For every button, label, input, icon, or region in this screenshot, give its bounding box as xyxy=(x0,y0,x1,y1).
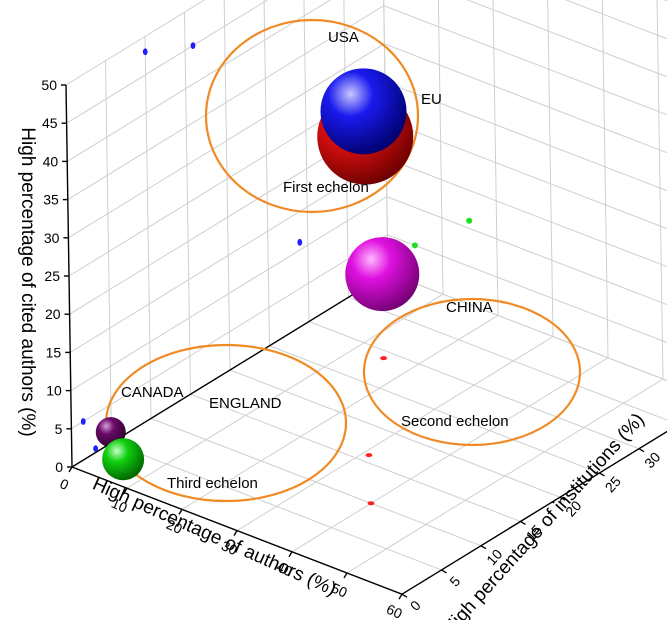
floor-projection-china xyxy=(380,356,387,361)
x-tick-label: 0 xyxy=(58,475,72,493)
back-wall-gridline xyxy=(386,196,667,306)
first-echelon-ring xyxy=(204,18,420,214)
left-wall-gridline xyxy=(67,5,385,201)
x-tick-label: 50 xyxy=(329,580,350,601)
x-tick-mark xyxy=(68,466,73,473)
floor-gridline xyxy=(348,296,667,421)
floor-gridline xyxy=(111,442,442,571)
back-wall-gridline xyxy=(466,0,667,78)
left-wall-gridline xyxy=(65,0,206,86)
y-tick-mark xyxy=(401,593,408,598)
x-tick-label: 60 xyxy=(384,601,405,620)
floor-gridline xyxy=(190,393,521,522)
y-tick-mark xyxy=(480,545,487,550)
back-wall-projection-canada xyxy=(411,242,418,249)
back-wall-gridline xyxy=(384,81,667,192)
left-wall-projection-canada xyxy=(80,418,86,425)
x-tick-mark xyxy=(398,593,403,600)
x-tick-mark xyxy=(343,572,348,579)
back-wall-gridline xyxy=(385,119,667,230)
y-tick-mark xyxy=(599,472,605,477)
z-tick-label: 0 xyxy=(55,459,63,475)
bubble-eu xyxy=(320,68,407,155)
z-axis-title: High percentage of cited authors (%) xyxy=(17,127,38,436)
left-wall-projection-usa xyxy=(142,48,148,56)
x-tick-mark xyxy=(288,551,293,558)
bubble-england xyxy=(102,438,145,481)
back-wall-gridline xyxy=(656,0,664,380)
y-tick-label: 30 xyxy=(641,449,663,471)
z-tick-label: 15 xyxy=(46,344,62,360)
floor-gridline xyxy=(150,418,482,547)
y-tick-mark xyxy=(520,520,526,526)
label-first-echelon: First echelon xyxy=(283,179,369,196)
floor-projection-usa xyxy=(367,501,375,506)
left-wall-gridline xyxy=(69,157,387,353)
back-wall-gridline xyxy=(564,0,667,40)
label-canada: CANADA xyxy=(121,384,184,401)
z-tick-label: 20 xyxy=(45,306,61,322)
second-echelon-ring xyxy=(362,297,582,447)
y-tick-mark xyxy=(638,448,645,453)
left-wall-gridline xyxy=(68,43,385,239)
label-england: ENGLAND xyxy=(209,395,282,412)
label-eu: EU xyxy=(421,91,442,108)
left-wall-projection-england xyxy=(93,445,99,453)
tick-labels: 0102030405060051015202530354005101520253… xyxy=(41,77,663,620)
label-usa: USA xyxy=(328,29,359,46)
left-wall-gridline xyxy=(303,0,310,322)
back-wall-gridline xyxy=(383,5,667,116)
bubbles xyxy=(95,68,420,481)
back-wall-gridline xyxy=(437,0,444,295)
left-wall-projection-eu xyxy=(190,42,196,49)
floor-gridline xyxy=(269,345,600,474)
y-tick-mark xyxy=(441,569,447,574)
x-tick-mark xyxy=(178,509,183,515)
z-tick-label: 10 xyxy=(46,383,62,399)
floor-gridline xyxy=(308,321,640,450)
floor-gridline xyxy=(387,272,667,382)
x-tick-mark xyxy=(233,530,238,536)
left-wall-gridline xyxy=(70,196,388,392)
z-tick-label: 30 xyxy=(44,230,60,246)
y-tick-mark xyxy=(559,496,566,501)
x-tick-label: 30 xyxy=(219,537,240,558)
x-tick-label: 20 xyxy=(164,516,185,537)
x-tick-label: 40 xyxy=(274,558,295,579)
y-axis-title: High percentage of institutions (%) xyxy=(439,409,649,620)
back-wall-gridline xyxy=(663,0,667,2)
x-tick-label: 10 xyxy=(109,495,130,516)
z-tick-label: 45 xyxy=(42,115,58,131)
back-wall-gridline xyxy=(387,272,667,382)
y-tick-label: 0 xyxy=(407,597,424,614)
z-tick-label: 50 xyxy=(41,77,57,93)
left-wall-gridline xyxy=(66,0,332,162)
left-wall-gridline xyxy=(71,234,388,430)
label-china: CHINA xyxy=(446,299,493,316)
floor-gridline xyxy=(229,369,561,498)
x-tick-mark xyxy=(123,487,128,494)
label-third-echelon: Third echelon xyxy=(167,475,258,492)
back-wall-gridline xyxy=(384,43,667,154)
left-wall-gridline xyxy=(263,0,270,346)
bubble-china xyxy=(345,237,420,312)
label-second-echelon: Second echelon xyxy=(401,413,509,430)
z-tick-label: 25 xyxy=(44,268,60,284)
back-wall-gridline xyxy=(547,0,554,337)
left-wall-gridline xyxy=(66,0,269,124)
back-wall-projection-china xyxy=(466,217,473,224)
z-tick-label: 35 xyxy=(43,192,59,208)
back-wall-gridline xyxy=(387,234,667,344)
floor-projection-eu xyxy=(365,453,373,458)
left-wall-projection-china xyxy=(297,238,303,246)
y-tick-label: 25 xyxy=(602,473,624,495)
z-tick-label: 40 xyxy=(43,153,59,169)
z-tick-label: 5 xyxy=(55,421,63,437)
y-tick-label: 5 xyxy=(446,573,463,590)
x-axis-title: High percentage of authors (%) xyxy=(89,474,339,601)
back-wall-gridline xyxy=(386,157,667,268)
